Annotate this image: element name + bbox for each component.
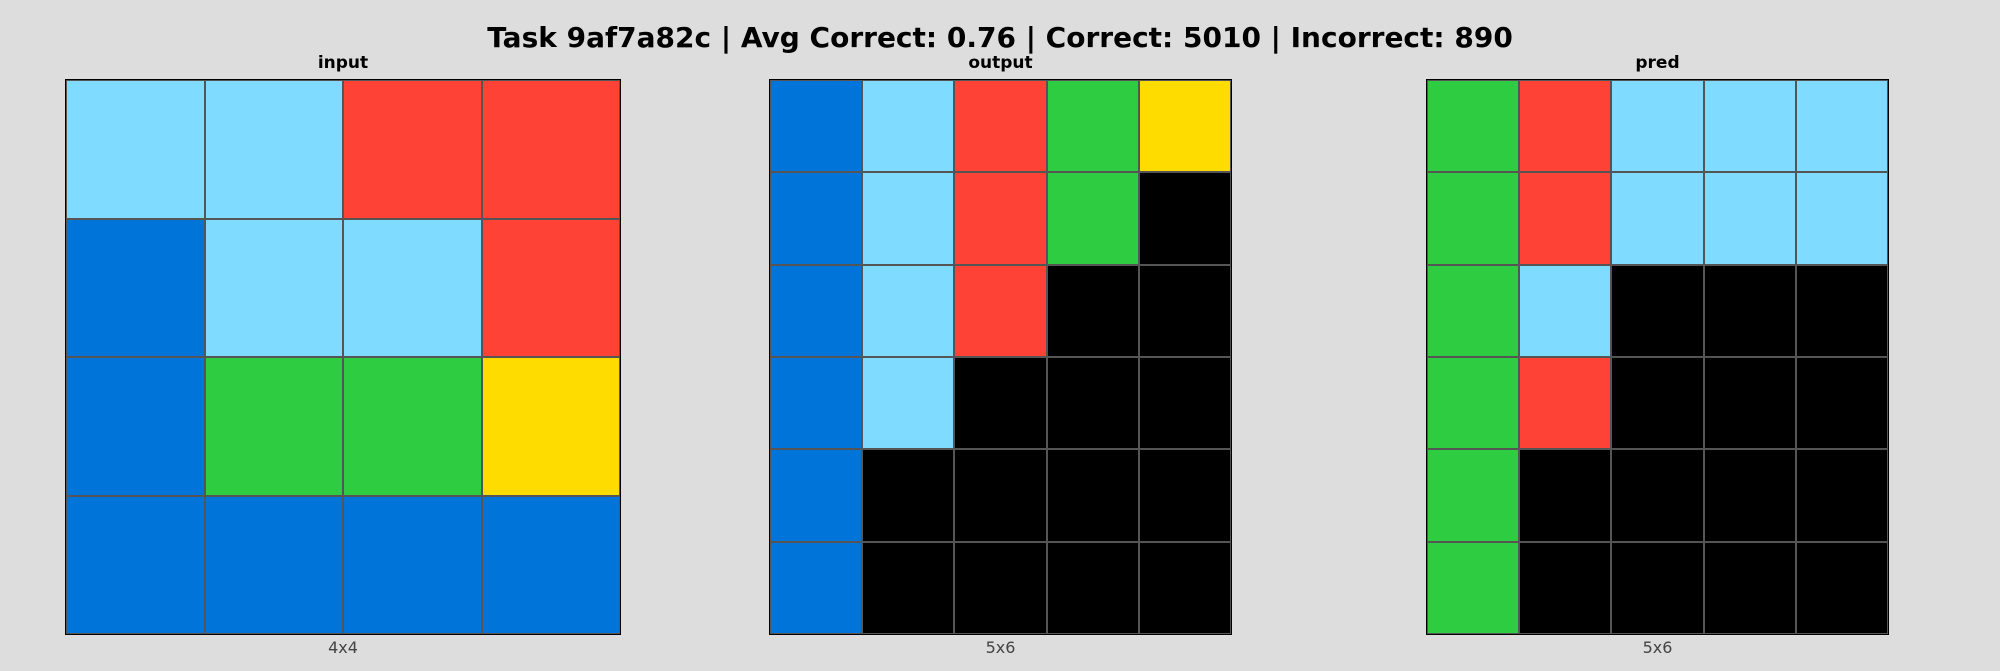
pred-grid: [1426, 79, 1889, 635]
grid-cell: [1046, 449, 1139, 542]
grid-cell: [66, 495, 205, 634]
grid-cell: [1611, 172, 1704, 265]
grid-cell: [954, 541, 1047, 634]
grid-cell: [1703, 80, 1796, 173]
grid-size-caption: 4x4: [328, 638, 358, 657]
grid-cell: [66, 357, 205, 496]
grid-cell: [343, 218, 482, 357]
grid-cell: [770, 449, 863, 542]
grid-cell: [954, 264, 1047, 357]
figure-title: Task 9af7a82c | Avg Correct: 0.76 | Corr…: [487, 21, 1513, 54]
grid-cell: [1427, 449, 1520, 542]
grid-cell: [954, 172, 1047, 265]
grid-cell: [1703, 541, 1796, 634]
grid-cell: [1138, 80, 1231, 173]
grid-cell: [1427, 80, 1520, 173]
panel-title: pred: [1635, 53, 1680, 73]
grid-cell: [204, 218, 343, 357]
grid-cell: [343, 495, 482, 634]
grid-cell: [1795, 80, 1888, 173]
grid-cell: [481, 495, 620, 634]
grid-cell: [862, 541, 955, 634]
grid-cell: [66, 80, 205, 219]
grid-cell: [1795, 541, 1888, 634]
grid-cell: [1795, 357, 1888, 450]
grid-cell: [1703, 172, 1796, 265]
grid-cell: [1519, 449, 1612, 542]
grid-cell: [1427, 541, 1520, 634]
grid-cell: [1046, 541, 1139, 634]
grid-cell: [204, 495, 343, 634]
grid-cell: [1611, 541, 1704, 634]
grid-cell: [1519, 172, 1612, 265]
grid-cell: [1795, 264, 1888, 357]
grid-cell: [770, 172, 863, 265]
grid-cell: [1138, 541, 1231, 634]
input-grid: [65, 79, 621, 635]
grid-cell: [204, 357, 343, 496]
grid-size-caption: 5x6: [985, 638, 1016, 657]
pred-panel: pred 5x6: [1426, 52, 1889, 662]
grid-cell: [481, 218, 620, 357]
grid-cell: [481, 357, 620, 496]
grid-cell: [1611, 80, 1704, 173]
grid-cell: [1795, 172, 1888, 265]
grid-cell: [66, 218, 205, 357]
grid-cell: [954, 357, 1047, 450]
grid-cell: [1427, 172, 1520, 265]
grid-cell: [1046, 80, 1139, 173]
grid-cell: [770, 541, 863, 634]
grid-cell: [862, 449, 955, 542]
grid-cell: [862, 264, 955, 357]
grid-cell: [954, 80, 1047, 173]
grid-cell: [1138, 357, 1231, 450]
input-panel: input 4x4: [65, 52, 621, 662]
grid-cell: [770, 357, 863, 450]
grid-cell: [862, 80, 955, 173]
output-grid: [769, 79, 1232, 635]
panel-title: output: [968, 53, 1033, 73]
grid-cell: [1611, 357, 1704, 450]
grid-cell: [954, 449, 1047, 542]
grid-size-caption: 5x6: [1642, 638, 1673, 657]
grid-cell: [1138, 264, 1231, 357]
grid-cell: [1795, 449, 1888, 542]
grid-cell: [770, 264, 863, 357]
grid-cell: [1427, 357, 1520, 450]
grid-cell: [862, 357, 955, 450]
grid-cell: [1046, 357, 1139, 450]
grid-cell: [1519, 357, 1612, 450]
grid-cell: [481, 80, 620, 219]
grid-cell: [1611, 449, 1704, 542]
grid-cell: [1138, 449, 1231, 542]
grid-cell: [204, 80, 343, 219]
output-panel: output 5x6: [769, 52, 1232, 662]
grid-cell: [1703, 449, 1796, 542]
grid-cell: [1519, 264, 1612, 357]
grid-cell: [1138, 172, 1231, 265]
panel-title: input: [317, 53, 369, 73]
grid-cell: [1046, 172, 1139, 265]
grid-cell: [1519, 541, 1612, 634]
grid-cell: [1519, 80, 1612, 173]
grid-cell: [1046, 264, 1139, 357]
grid-cell: [1703, 264, 1796, 357]
grid-cell: [1427, 264, 1520, 357]
grid-cell: [343, 357, 482, 496]
grid-cell: [1611, 264, 1704, 357]
grid-cell: [862, 172, 955, 265]
grid-cell: [343, 80, 482, 219]
grid-cell: [770, 80, 863, 173]
grid-cell: [1703, 357, 1796, 450]
